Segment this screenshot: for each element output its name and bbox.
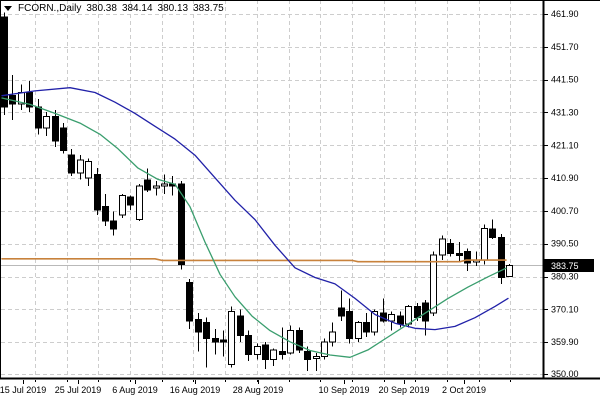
candle xyxy=(220,330,227,357)
candle xyxy=(9,74,16,120)
price-tick-label: 410.90 xyxy=(551,173,579,183)
candle xyxy=(203,317,210,368)
candle xyxy=(329,322,336,347)
candle xyxy=(338,290,345,321)
price-tick-label: 350.00 xyxy=(551,369,579,379)
candle xyxy=(439,235,446,260)
candle xyxy=(254,343,261,360)
candle xyxy=(279,327,286,360)
candle xyxy=(52,110,59,148)
price-tick-label: 441.50 xyxy=(551,75,579,85)
price-tick-label: 380.30 xyxy=(551,272,579,282)
price-tick-label: 421.10 xyxy=(551,140,579,150)
candle xyxy=(144,168,151,193)
date-tick-label: 25 Jul 2019 xyxy=(55,385,102,395)
candle xyxy=(77,155,84,180)
candle xyxy=(212,328,219,355)
price-tick-label: 451.70 xyxy=(551,42,579,52)
date-tick-label: 2 Oct 2019 xyxy=(442,385,486,395)
chart-borders xyxy=(0,0,600,380)
candle xyxy=(119,193,126,218)
candle xyxy=(447,238,454,257)
candle xyxy=(68,148,75,177)
candle xyxy=(346,298,353,344)
candle xyxy=(18,84,25,111)
candle xyxy=(127,195,134,210)
time-scale[interactable]: 15 Jul 2019 25 Jul 2019 6 Aug 2019 16 Aug 2… xyxy=(0,380,511,395)
symbol-period-label: FCORN.,Daily xyxy=(18,2,82,14)
date-tick-label: 16 Aug 2019 xyxy=(170,385,221,395)
ohlc-close: 383.75 xyxy=(193,2,224,14)
candle xyxy=(270,348,277,366)
grid-layer xyxy=(1,0,543,378)
price-tick-label: 461.90 xyxy=(551,9,579,19)
candle xyxy=(363,312,370,338)
candle xyxy=(110,211,117,236)
ohlc-high: 384.14 xyxy=(121,2,153,14)
candle xyxy=(237,309,244,342)
chart-title: FCORN.,Daily 380.38 384.14 380.13 383.75 xyxy=(4,2,224,14)
candle xyxy=(153,180,160,196)
candle xyxy=(35,98,42,135)
ma-long-orange xyxy=(1,257,507,263)
price-tick-label: 431.30 xyxy=(551,107,579,117)
candle xyxy=(169,176,176,196)
ohlc-open: 380.38 xyxy=(86,2,117,14)
candle xyxy=(296,327,303,354)
candle xyxy=(388,311,395,331)
candle xyxy=(60,123,67,154)
price-tick-label: 390.50 xyxy=(551,239,579,249)
symbol-dropdown-icon[interactable] xyxy=(4,6,12,11)
candle xyxy=(43,111,50,136)
price-badge-value: 383.75 xyxy=(551,261,579,271)
candle xyxy=(313,353,320,372)
date-tick-label: 15 Jul 2019 xyxy=(0,385,46,395)
date-tick-label: 6 Aug 2019 xyxy=(112,385,158,395)
candle xyxy=(195,312,202,352)
candle xyxy=(422,300,429,336)
date-tick-label: 20 Sep 2019 xyxy=(378,385,429,395)
candle xyxy=(136,184,143,222)
price-tick-label: 359.90 xyxy=(551,337,579,347)
candle xyxy=(161,174,168,194)
candle xyxy=(473,251,480,267)
candle xyxy=(186,279,193,329)
candle xyxy=(178,180,185,270)
candle xyxy=(85,158,92,186)
candle xyxy=(489,219,496,239)
candle xyxy=(321,338,328,360)
candle xyxy=(355,320,362,342)
ohlc-low: 380.13 xyxy=(157,2,189,14)
date-tick-label: 10 Sep 2019 xyxy=(318,385,369,395)
price-tick-label: 370.10 xyxy=(551,304,579,314)
date-tick-label: 28 Aug 2019 xyxy=(233,385,284,395)
candle xyxy=(481,224,488,265)
price-scale[interactable]: 461.90 451.70 441.50 431.30 421.10 410.90 400.… xyxy=(544,9,579,379)
candle xyxy=(506,264,513,278)
price-badge: 383.75 xyxy=(544,258,594,272)
candle xyxy=(26,81,33,112)
candle xyxy=(262,341,269,370)
ma-fast-green xyxy=(1,97,507,358)
price-tick-label: 400.70 xyxy=(551,206,579,216)
candle xyxy=(456,242,463,262)
candles-layer xyxy=(1,12,513,372)
candle xyxy=(94,168,101,215)
candle xyxy=(245,330,252,362)
ma-slow-blue xyxy=(1,87,509,331)
candle xyxy=(498,234,505,284)
candle xyxy=(304,346,311,372)
candle xyxy=(102,193,109,227)
candle xyxy=(228,306,235,368)
